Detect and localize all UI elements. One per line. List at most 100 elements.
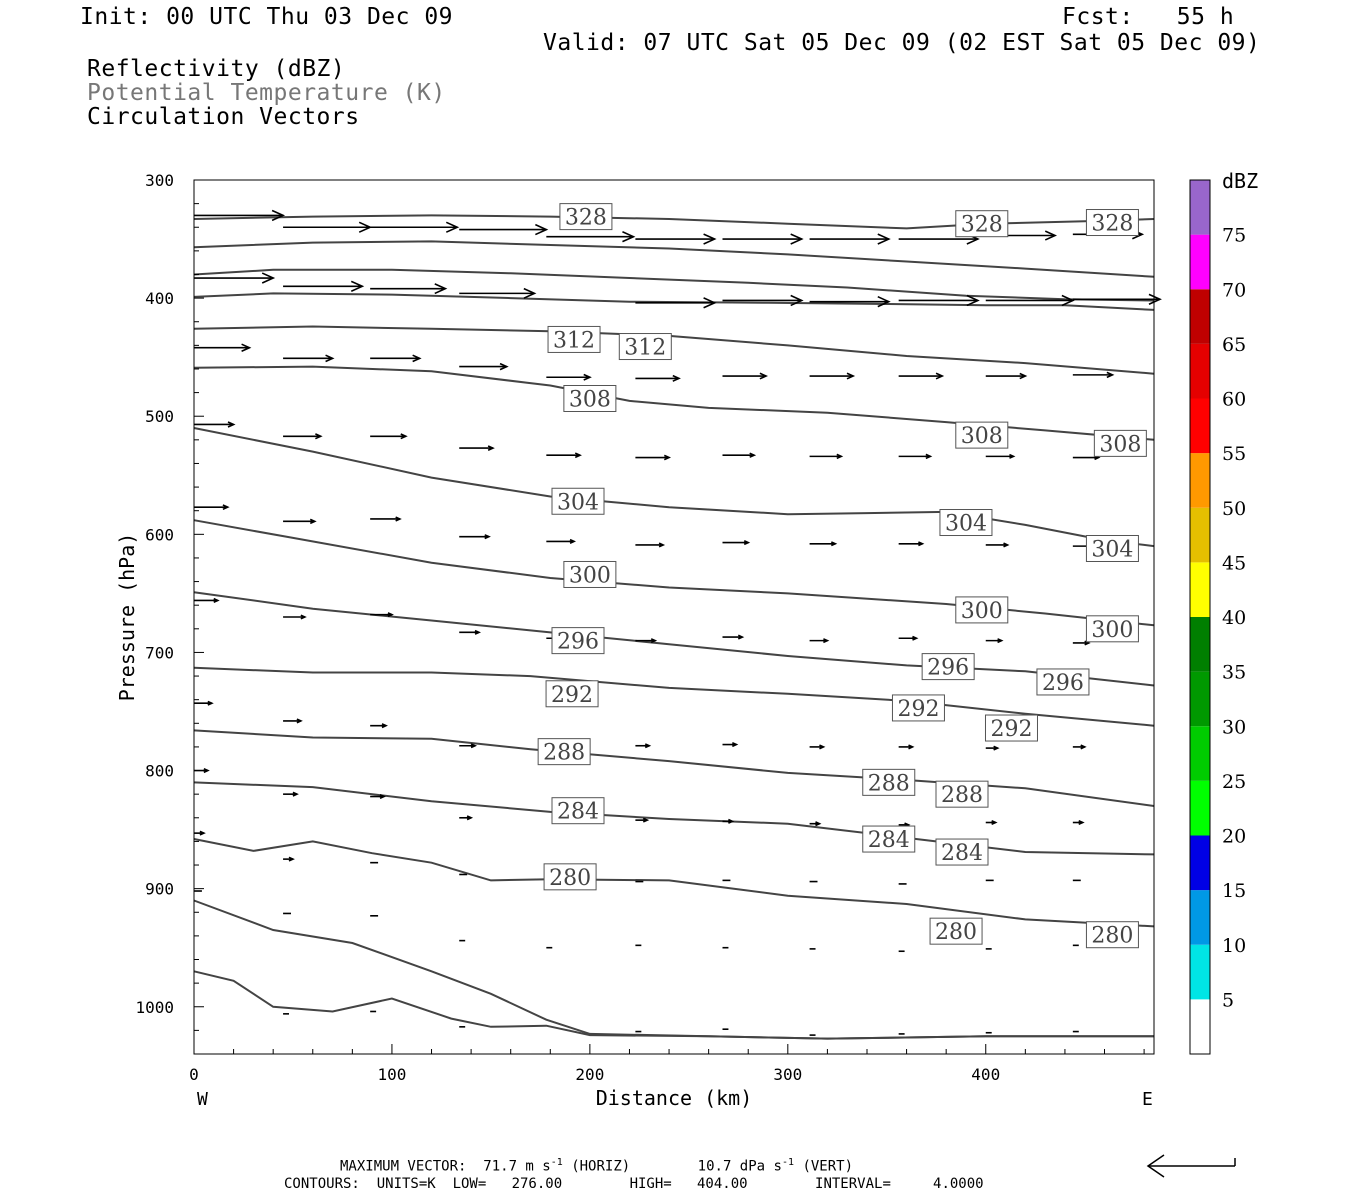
contour-label-292: 292 xyxy=(897,697,939,722)
contour-label-328: 328 xyxy=(1091,212,1133,237)
contour-label-280: 280 xyxy=(1091,924,1133,949)
colorbar-tick-60: 60 xyxy=(1222,389,1246,411)
colorbar-frame xyxy=(1189,179,1211,1055)
colorbar-tick-35: 35 xyxy=(1222,662,1246,684)
contour-line-324 xyxy=(193,240,1155,278)
contour-label-box-296 xyxy=(921,653,975,681)
y-tick-label: 600 xyxy=(145,525,174,544)
west-label: W xyxy=(197,1089,208,1110)
vector-head xyxy=(241,343,252,352)
contour-line-328 xyxy=(193,214,1155,230)
contour-label-box-300 xyxy=(563,560,617,588)
contour-label-box-312 xyxy=(618,333,672,361)
contour-label-304: 304 xyxy=(945,512,987,537)
contour-line-308 xyxy=(193,365,1155,441)
vector-head xyxy=(261,272,276,284)
contour-line-296 xyxy=(193,591,1155,687)
contour-label-328: 328 xyxy=(565,206,607,231)
contour-label-308: 308 xyxy=(1099,432,1141,457)
colorbar-tick-20: 20 xyxy=(1222,826,1246,848)
contour-label-292: 292 xyxy=(551,683,593,708)
vector-head xyxy=(830,541,838,547)
colorbar-swatch-20 xyxy=(1190,780,1210,836)
contour-label-300: 300 xyxy=(569,563,611,588)
vector-head xyxy=(207,700,214,706)
contour-summary: CONTOURS: UNITS=K LOW= 276.00 HIGH= 404.… xyxy=(284,1176,984,1192)
contour-line-272 xyxy=(193,970,1154,1040)
vector-head xyxy=(703,297,717,309)
vector-head xyxy=(484,534,491,540)
colorbar-tick-70: 70 xyxy=(1222,279,1246,301)
vector-head xyxy=(846,372,856,380)
vector-head xyxy=(487,445,495,451)
vector-head xyxy=(997,638,1004,644)
vector-head xyxy=(908,744,915,750)
vector-head xyxy=(749,452,757,458)
vector-head xyxy=(642,817,650,823)
contour-label-308: 308 xyxy=(569,388,611,413)
vector-head xyxy=(271,209,286,222)
colorbar-tick-75: 75 xyxy=(1222,225,1246,247)
contour-label-box-288 xyxy=(935,780,989,808)
vector-head xyxy=(535,223,549,236)
colorbar-swatch-30 xyxy=(1190,671,1210,727)
vector-head xyxy=(199,830,206,836)
vector-head xyxy=(966,294,980,307)
contour-label-304: 304 xyxy=(1091,537,1133,562)
vector-head xyxy=(292,791,299,797)
contour-label-box-292 xyxy=(891,694,945,722)
contour-line-304 xyxy=(193,427,1155,548)
vector-head xyxy=(1044,230,1058,241)
contour-label-328: 328 xyxy=(961,213,1003,238)
vector-head xyxy=(732,742,739,748)
vector-head xyxy=(759,372,769,380)
field-circulation-vectors: Circulation Vectors xyxy=(87,104,360,130)
colorbar-swatch-45 xyxy=(1190,507,1210,563)
init-time: Init: 00 UTC Thu 03 Dec 09 xyxy=(80,4,454,30)
contour-line-300 xyxy=(193,519,1155,627)
vector-head xyxy=(663,454,672,461)
y-tick-label: 700 xyxy=(145,643,174,662)
vector-head xyxy=(227,421,236,428)
contour-label-box-284 xyxy=(862,825,916,853)
colorbar-swatch-10 xyxy=(1190,890,1210,945)
contour-label-284: 284 xyxy=(868,828,910,853)
contour-label-box-300 xyxy=(1085,615,1139,643)
contour-label-296: 296 xyxy=(557,630,599,655)
contour-label-288: 288 xyxy=(543,741,585,766)
contour-label-280: 280 xyxy=(935,920,977,945)
contour-label-box-284 xyxy=(551,797,605,825)
forecast-hour: Fcst: 55 h xyxy=(1062,4,1235,30)
contour-layer xyxy=(193,214,1155,1040)
vector-head xyxy=(300,614,307,620)
vector-head xyxy=(1019,372,1028,380)
y-tick-label: 500 xyxy=(145,407,174,426)
vector-head xyxy=(815,821,822,827)
valid-time: Valid: 07 UTC Sat 05 Dec 09 (02 EST Sat … xyxy=(543,30,1261,56)
colorbar-swatch-70 xyxy=(1190,234,1210,290)
vector-head xyxy=(288,856,295,862)
contour-label-296: 296 xyxy=(1042,671,1084,696)
axes-layer: 0 100 200 300 400 300 400 500 600 700 800 900 1000 xyxy=(135,171,1145,1084)
colorbar-swatch-75 xyxy=(1190,180,1210,235)
colorbar-tick-55: 55 xyxy=(1222,443,1246,465)
contour-label-box-292 xyxy=(545,680,599,708)
colorbar-swatch-65 xyxy=(1190,289,1210,344)
y-tick-label: 900 xyxy=(145,880,174,899)
contour-label-box-328 xyxy=(955,210,1009,238)
vector-head xyxy=(381,723,388,729)
vector-head xyxy=(569,538,576,544)
contour-label-box-312 xyxy=(547,325,601,353)
vector-head xyxy=(466,815,474,821)
vector-head xyxy=(644,743,652,749)
contour-label-box-296 xyxy=(1036,668,1090,696)
contour-label-292: 292 xyxy=(990,717,1032,742)
colorbar-swatch-55 xyxy=(1190,398,1210,454)
vector-head xyxy=(672,374,681,382)
vector-head xyxy=(470,743,478,749)
contour-line-284 xyxy=(193,781,1155,856)
contour-label-312: 312 xyxy=(553,328,595,353)
contour-label-304: 304 xyxy=(557,490,599,515)
contour-line-320 xyxy=(193,268,1155,302)
vector-head xyxy=(728,818,735,824)
